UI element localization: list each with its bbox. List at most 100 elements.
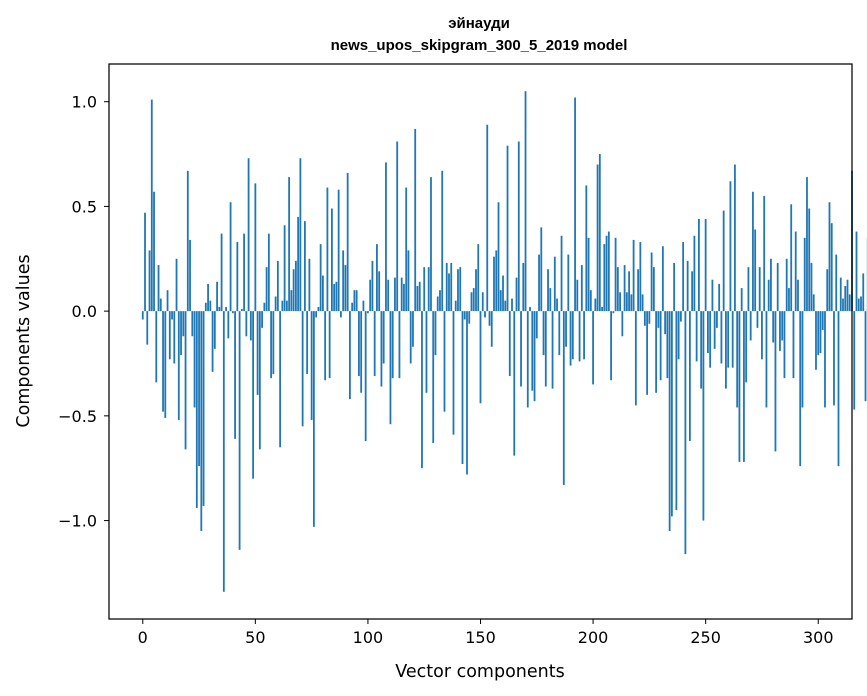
bar-263 (734, 164, 736, 312)
bar-142 (461, 311, 464, 465)
bar-218 (632, 239, 635, 312)
bar-132 (439, 290, 441, 312)
bar-160 (502, 275, 504, 312)
bar-21 (189, 239, 191, 312)
bar-28 (204, 302, 207, 312)
bar-134 (443, 311, 446, 412)
bar-39 (229, 202, 232, 312)
bar-172 (529, 306, 531, 312)
bar-213 (621, 311, 624, 337)
bar-306 (830, 223, 833, 312)
bar-34 (218, 306, 221, 312)
bar-169 (522, 262, 525, 312)
bar-245 (693, 235, 696, 312)
bar-258 (722, 210, 725, 312)
bar-38 (227, 311, 230, 339)
bar-100 (367, 311, 369, 314)
bar-188 (565, 311, 567, 347)
bar-265 (738, 311, 741, 462)
bar-184 (556, 298, 558, 312)
bar-117 (405, 187, 408, 312)
bar-211 (616, 267, 619, 312)
bar-206 (605, 235, 608, 312)
bar-252 (709, 311, 712, 368)
bar-153 (486, 124, 489, 312)
bar-176 (538, 254, 540, 312)
bar-111 (391, 311, 394, 379)
bar-166 (515, 277, 518, 312)
bar-122 (416, 286, 419, 312)
bar-199 (589, 290, 592, 312)
x-tick-label: 100 (353, 628, 384, 647)
bar-185 (558, 311, 561, 356)
bar-210 (614, 237, 617, 312)
bar-series (141, 91, 867, 592)
bar-136 (448, 273, 450, 312)
bar-80 (321, 275, 324, 312)
bar-109 (387, 279, 390, 312)
bar-233 (666, 311, 669, 379)
bar-25 (198, 311, 200, 467)
bar-94 (353, 290, 356, 312)
bar-52 (258, 311, 261, 450)
bar-57 (270, 311, 273, 379)
bar-155 (490, 311, 493, 347)
bar-123 (418, 281, 421, 312)
bar-85 (333, 283, 336, 312)
bar-241 (684, 311, 687, 555)
bar-78 (317, 306, 320, 312)
bar-208 (610, 311, 612, 381)
bar-31 (211, 311, 214, 372)
bar-119 (409, 311, 412, 364)
bar-141 (459, 267, 462, 312)
bar-249 (702, 311, 705, 521)
bar-205 (603, 244, 606, 312)
bar-56 (267, 233, 270, 312)
bar-37 (225, 306, 227, 312)
bar-318 (857, 298, 860, 312)
bar-281 (774, 311, 777, 452)
bar-163 (508, 311, 511, 377)
bar-121 (414, 128, 417, 312)
bar-316 (853, 311, 856, 410)
bar-264 (736, 311, 739, 408)
bar-298 (812, 294, 815, 312)
bar-170 (524, 91, 527, 312)
bar-126 (425, 311, 428, 393)
bar-189 (567, 254, 570, 312)
bar-15 (175, 258, 178, 312)
bar-118 (407, 250, 410, 312)
bar-270 (749, 311, 752, 341)
bar-60 (276, 260, 279, 312)
bar-92 (349, 311, 351, 400)
bar-106 (380, 311, 383, 387)
bar-278 (767, 279, 770, 312)
bar-33 (216, 281, 218, 312)
bar-101 (369, 279, 372, 312)
bar-114 (398, 311, 401, 379)
bar-292 (799, 311, 802, 467)
bar-127 (427, 267, 430, 312)
bar-40 (231, 311, 234, 314)
bar-66 (290, 290, 293, 312)
x-tick-label: 0 (138, 628, 148, 647)
bar-320 (862, 273, 865, 312)
bar-268 (745, 311, 748, 383)
bar-261 (729, 181, 732, 312)
bar-242 (686, 260, 689, 312)
bar-62 (281, 300, 284, 312)
bar-214 (623, 265, 626, 312)
bar-186 (560, 235, 563, 312)
bar-287 (788, 288, 790, 312)
bar-105 (378, 271, 381, 312)
bar-120 (412, 311, 414, 347)
bar-131 (436, 296, 439, 312)
bar-115 (400, 277, 403, 312)
bar-171 (526, 311, 529, 408)
x-axis-ticks: 0 50 100 150 200 250 300 (138, 619, 834, 647)
bar-2 (146, 311, 149, 345)
bar-203 (598, 154, 601, 312)
bar-102 (371, 260, 374, 312)
bar-147 (472, 288, 475, 312)
bar-29 (207, 283, 209, 312)
